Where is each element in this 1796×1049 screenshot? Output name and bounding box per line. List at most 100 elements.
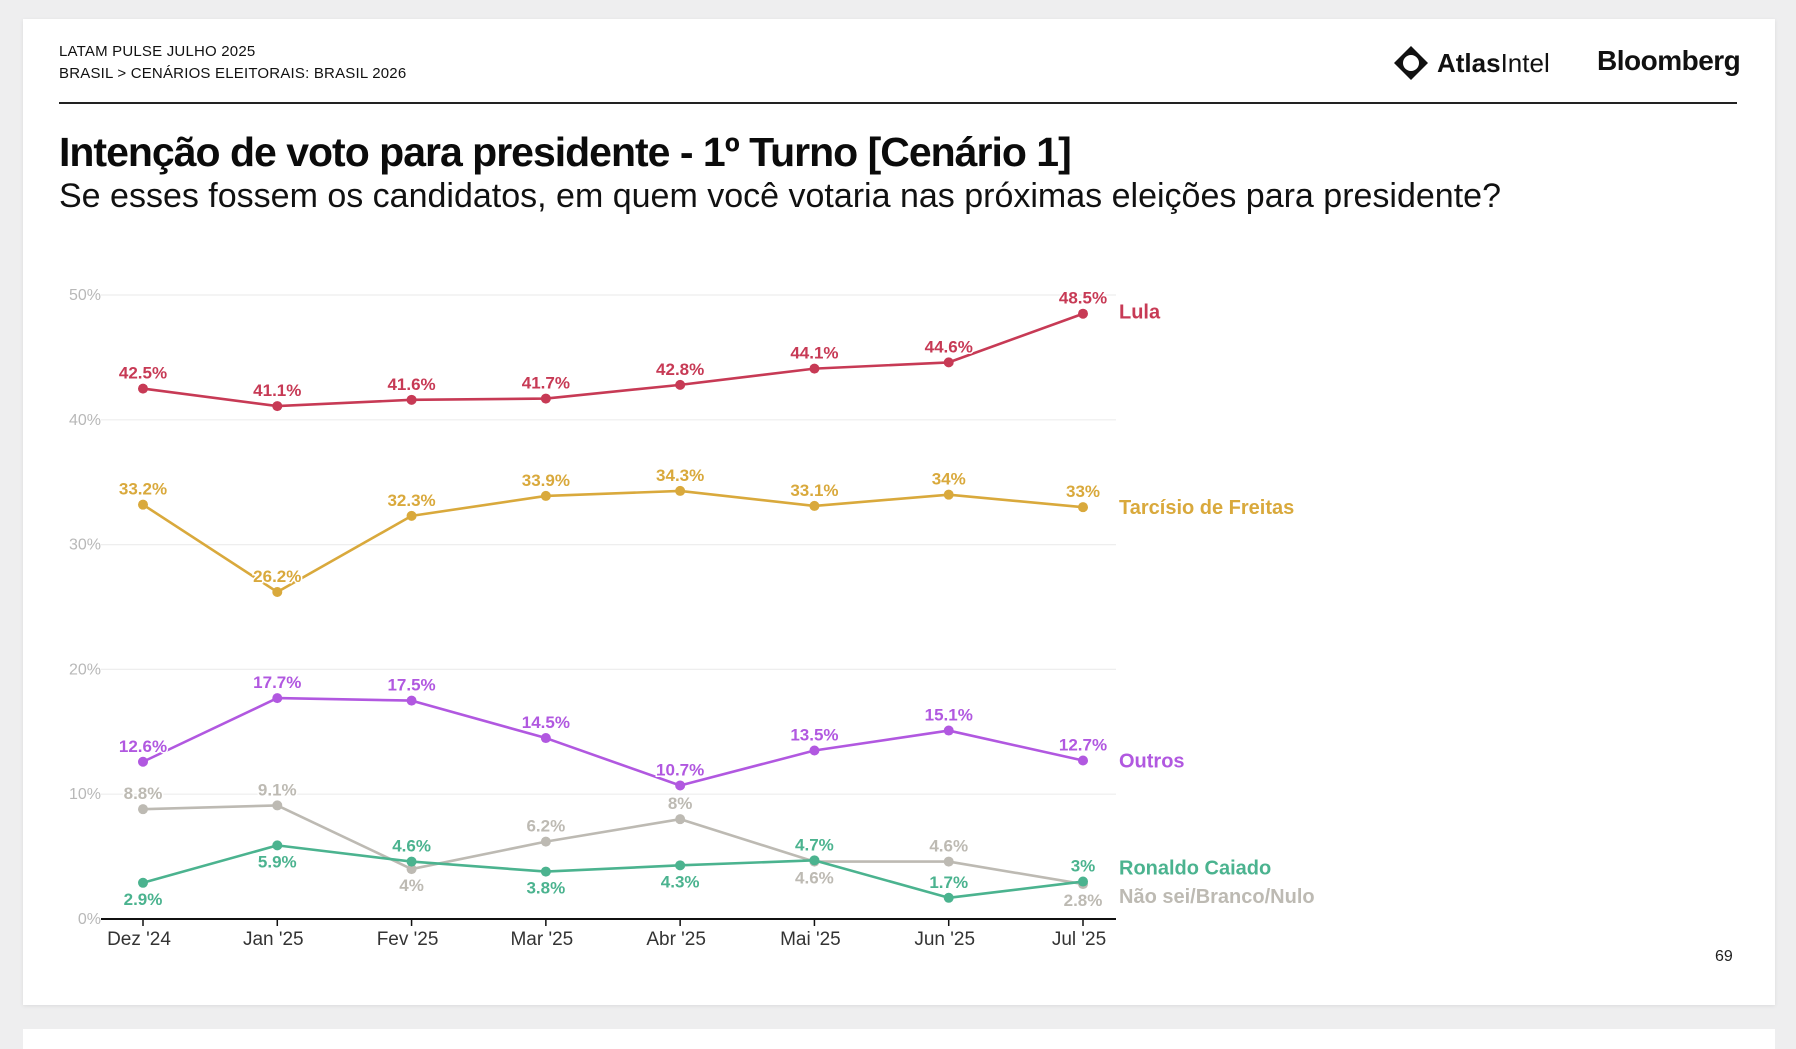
y-tick-label: 50% <box>69 287 101 304</box>
next-slide-edge <box>23 1029 1775 1049</box>
data-point-outros <box>1078 755 1088 766</box>
page-number: 69 <box>1715 948 1733 965</box>
atlas-diamond-icon <box>1394 46 1428 80</box>
data-point-lula <box>1078 308 1088 319</box>
breadcrumb-section: BRASIL > CENÁRIOS ELEITORAIS: BRASIL 202… <box>59 65 407 82</box>
data-point-nao_sei <box>540 836 551 847</box>
data-point-nao_sei <box>943 856 954 867</box>
data-label-nao_sei: 8.8% <box>124 784 163 803</box>
series-label-tarcisio: Tarcísio de Freitas <box>1119 497 1294 519</box>
y-tick-label: 10% <box>69 786 101 803</box>
x-tick-label: Dez '24 <box>107 929 171 950</box>
data-point-lula <box>406 394 417 405</box>
data-point-lula <box>675 379 686 390</box>
x-tick-label: Mar '25 <box>510 929 573 950</box>
data-point-outros <box>272 693 283 704</box>
data-label-caiado: 4.7% <box>795 835 834 854</box>
data-point-caiado <box>272 840 283 851</box>
data-point-caiado <box>540 866 551 877</box>
atlas-name-bold: Atlas <box>1437 47 1501 78</box>
data-point-lula <box>540 393 551 404</box>
data-label-lula: 48.5% <box>1059 289 1107 308</box>
data-point-caiado <box>809 855 820 866</box>
data-point-nao_sei <box>675 814 686 825</box>
x-tick-label: Mai '25 <box>780 929 841 950</box>
data-point-outros <box>809 745 820 756</box>
atlas-name-light: Intel <box>1500 47 1550 78</box>
data-point-lula <box>272 401 283 412</box>
data-label-caiado: 5.9% <box>258 852 297 871</box>
line-chart: 0% 10% 20% 30% 40% 50% Dez '24 Jan '25 Fev '25 Ma… <box>69 287 1315 950</box>
data-point-tarcisio <box>809 500 820 511</box>
data-label-tarcisio: 33.9% <box>522 471 570 490</box>
data-point-tarcisio <box>138 499 148 510</box>
data-point-caiado <box>675 860 686 871</box>
data-label-outros: 14.5% <box>522 713 570 732</box>
data-label-caiado: 2.9% <box>124 890 163 909</box>
x-tick-label: Jul '25 <box>1052 929 1106 950</box>
data-point-caiado <box>406 856 417 867</box>
series-label-outros: Outros <box>1119 751 1185 773</box>
data-label-outros: 12.7% <box>1059 736 1107 755</box>
data-label-tarcisio: 33.1% <box>790 481 838 500</box>
data-point-outros <box>540 733 551 744</box>
atlasintel-logo: AtlasIntel <box>1393 45 1550 81</box>
data-point-lula <box>943 357 954 368</box>
data-label-tarcisio: 33.2% <box>119 480 167 499</box>
data-label-outros: 12.6% <box>119 737 167 756</box>
header-divider <box>59 102 1737 104</box>
data-label-nao_sei: 9.1% <box>258 780 297 799</box>
y-tick-label: 30% <box>69 537 101 554</box>
series-label-lula: Lula <box>1119 302 1161 324</box>
series-label-caiado: Ronaldo Caiado <box>1119 858 1271 880</box>
data-label-tarcisio: 26.2% <box>253 567 301 586</box>
x-tick-label: Fev '25 <box>377 929 439 950</box>
data-label-lula: 44.6% <box>925 337 973 356</box>
data-point-tarcisio <box>1078 502 1088 513</box>
data-label-lula: 42.5% <box>119 364 167 383</box>
data-label-outros: 15.1% <box>925 706 973 725</box>
chart-subtitle: Se esses fossem os candidatos, em quem v… <box>59 177 1501 215</box>
data-label-nao_sei: 8% <box>668 794 693 813</box>
data-point-caiado <box>943 892 954 903</box>
data-label-caiado: 4.3% <box>661 872 700 891</box>
data-label-tarcisio: 34.3% <box>656 466 704 485</box>
data-point-nao_sei <box>272 800 283 811</box>
series-line-outros <box>142 696 1084 787</box>
breadcrumb-report: LATAM PULSE JULHO 2025 <box>59 43 256 60</box>
data-point-outros <box>138 756 148 767</box>
data-label-lula: 44.1% <box>790 344 838 363</box>
data-label-lula: 41.1% <box>253 381 301 400</box>
data-label-nao_sei: 4% <box>399 876 424 895</box>
data-label-outros: 17.5% <box>387 676 435 695</box>
data-label-caiado: 4.6% <box>392 837 431 856</box>
y-tick-label: 0% <box>78 911 101 928</box>
data-point-lula <box>138 383 148 394</box>
y-tick-label: 40% <box>69 412 101 429</box>
x-tick-label: Jan '25 <box>243 929 304 950</box>
series-line-lula <box>142 312 1084 408</box>
data-label-tarcisio: 33% <box>1066 482 1100 501</box>
bloomberg-logo: Bloomberg <box>1597 45 1741 76</box>
data-label-lula: 41.6% <box>387 375 435 394</box>
data-label-nao_sei: 2.8% <box>1064 891 1103 910</box>
data-point-outros <box>943 725 954 736</box>
series-line-tarcisio <box>142 489 1084 594</box>
data-label-caiado: 3.8% <box>526 879 565 898</box>
data-label-nao_sei: 6.2% <box>526 817 565 836</box>
y-tick-label: 20% <box>69 661 101 678</box>
series-label-nao_sei: Não sei/Branco/Nulo <box>1119 886 1315 908</box>
data-point-tarcisio <box>406 510 417 521</box>
data-point-tarcisio <box>540 490 551 501</box>
data-label-lula: 41.7% <box>522 374 570 393</box>
slide: LATAM PULSE JULHO 2025 BRASIL > CENÁRIOS… <box>23 19 1775 1005</box>
data-label-tarcisio: 32.3% <box>387 491 435 510</box>
data-point-tarcisio <box>272 587 283 598</box>
data-label-caiado: 3% <box>1071 857 1096 876</box>
x-tick-label: Jun '25 <box>914 929 975 950</box>
data-point-caiado <box>1078 876 1088 887</box>
data-point-nao_sei <box>406 864 417 875</box>
data-point-outros <box>675 780 686 791</box>
data-label-lula: 42.8% <box>656 360 704 379</box>
data-label-nao_sei: 4.6% <box>795 869 834 888</box>
